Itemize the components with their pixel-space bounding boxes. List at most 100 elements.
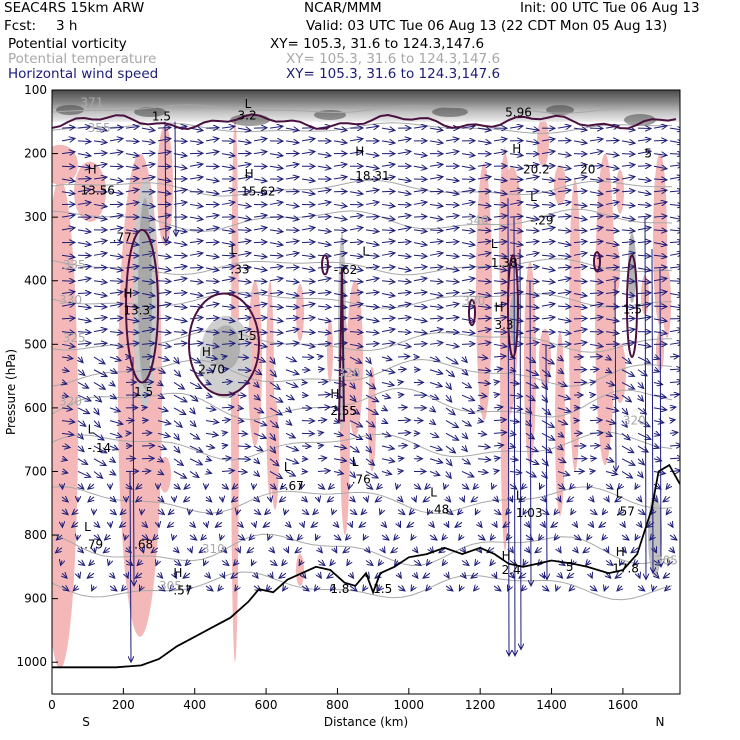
wind-vector [141,204,155,206]
wind-vector [446,382,451,389]
wind-vector [221,319,235,321]
wind-vector [349,151,363,153]
theta-label: 371 [81,96,104,110]
pv-dark-patch [230,114,270,126]
pv-value-label: 2.55 [330,404,357,418]
wind-vector [327,573,335,578]
wind-vector [350,497,355,502]
wind-vector [333,281,347,282]
wind-vector [88,497,94,502]
y-tick-label: 800 [24,528,47,542]
wind-vector [78,484,84,489]
pink-shade [476,163,492,421]
wind-vector [605,292,619,294]
wind-vector [573,253,587,255]
wind-vector [605,332,619,334]
wind-vector [413,126,427,128]
wind-vector [221,202,235,204]
pv-value-label: 1.38 [491,256,518,270]
wind-vector [525,306,539,308]
pv-dark-patch [624,114,656,126]
wind-vector [606,357,611,360]
pv-value-label: .76 [352,473,371,487]
wind-vector [397,204,411,205]
wind-vector [333,395,342,397]
pv-value-label: 2.70 [198,363,225,377]
wind-vector [525,253,539,255]
wind-vector [382,421,388,424]
wind-vector [253,255,267,257]
wind-vector [93,293,107,295]
wind-vector [637,458,644,465]
wind-vector [477,459,491,460]
wind-vector [332,510,334,515]
wind-vector [669,253,680,255]
wind-vector [573,154,587,155]
wind-vector [637,281,651,283]
wind-vector [445,192,459,194]
wind-vector [621,432,630,440]
wind-vector [317,217,331,218]
wind-vector [78,548,83,553]
wind-vector [397,151,411,153]
wind-vector [557,255,571,256]
wind-vector [365,344,379,345]
wind-vector [462,446,467,451]
wind-vector [461,190,475,192]
wind-vector [365,382,376,389]
wind-vector [395,560,398,565]
wind-vector [445,179,459,181]
wind-vector [541,293,555,294]
wind-vector [343,548,351,553]
wind-vector [541,241,555,242]
wind-vector [77,243,91,245]
pv-dark-patch [56,105,84,115]
wind-vector [157,344,171,346]
wind-vector [622,420,627,428]
wind-vector [493,192,507,194]
wind-vector [137,560,142,565]
wind-vector [77,154,91,156]
pv-value-label: 20 [580,162,595,176]
wind-vector [461,216,475,217]
wind-vector [442,560,446,565]
wind-vector [349,356,362,363]
wind-vector [109,281,123,282]
pv-extremum-letter: H [355,145,364,159]
wind-vector [541,356,554,364]
pink-shade [248,280,262,447]
pv-value-label: .48 [430,503,449,517]
wind-vector [61,344,75,346]
wind-vector [391,548,399,553]
wind-vector [637,445,648,452]
pink-shade [537,118,549,167]
wind-vector [349,292,363,293]
wind-vector [477,141,491,143]
wind-vector [318,573,321,578]
wind-vector [477,306,491,308]
wind-vector [653,255,667,257]
wind-vector [61,421,75,423]
wind-vector [605,255,619,256]
wind-vector [285,177,299,179]
wind-vector [589,458,596,459]
wind-vector [350,573,354,578]
wind-vector [525,318,539,319]
wind-vector [238,548,240,553]
wind-vector [606,446,611,449]
wind-vector [557,126,571,128]
wind-vector [61,127,75,128]
wind-vector [542,497,546,502]
wind-vector [62,510,68,515]
wind-vector [573,217,587,219]
wind-vector [109,255,123,257]
wind-vector [589,304,603,306]
wind-vector [199,548,207,553]
wind-vector [557,459,566,463]
wind-vector [477,318,491,319]
wind-vector [589,151,603,153]
wind-vector [334,548,337,553]
pv-dark-patch [134,107,166,117]
wind-vector [605,459,614,462]
wind-vector [365,202,379,204]
